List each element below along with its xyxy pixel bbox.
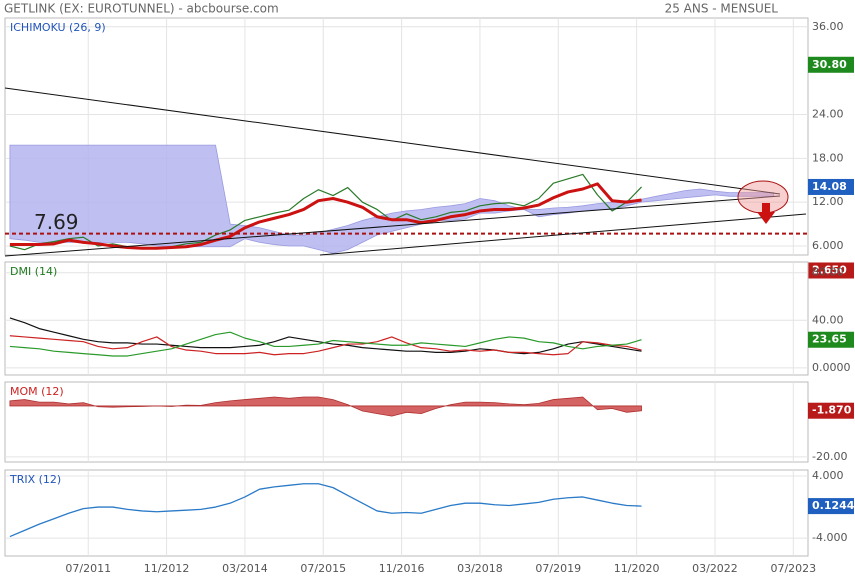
value-badge [808,498,854,515]
y-tick-label: 4.000 [812,469,844,482]
chart-subtitle: 25 ANS - MENSUEL [665,2,779,16]
y-tick-label: 36.00 [812,20,844,33]
y-tick-label: 12.00 [812,195,844,208]
x-tick-label: 11/2016 [379,562,425,575]
down-arrow [757,203,775,224]
chart-title: GETLINK (EX: EUROTUNNEL) - abcbourse.com [4,2,279,16]
series-line [9,483,642,538]
value-badge-label: 30.80 [812,58,847,71]
trend-line [319,213,807,256]
series-line [9,173,642,251]
value-badge-label: 23.65 [812,333,847,346]
x-tick-label: 03/2022 [692,562,738,575]
x-tick-label: 11/2020 [614,562,660,575]
y-tick-label: 40.00 [812,313,844,326]
y-tick-label: 18.00 [812,151,844,164]
value-badge-label: 0.1244 [812,499,855,512]
trend-line [4,195,781,257]
momentum-area [9,396,642,417]
y-tick-label: 80.00 [812,266,844,279]
series-line [9,331,642,357]
panel-title: ICHIMOKU (26, 9) [10,21,106,34]
x-tick-label: 07/2011 [65,562,111,575]
panel-title: TRIX (12) [9,473,61,486]
y-tick-label: -4.000 [812,531,847,544]
series-line [9,182,642,250]
panel-title: MOM (12) [10,385,64,398]
value-badge-label: 2.650 [812,263,847,276]
x-tick-label: 03/2014 [222,562,268,575]
y-tick-label: -20.00 [812,450,847,463]
panel-title: DMI (14) [10,265,57,278]
panel-frame [4,261,809,376]
trend-line [4,87,781,195]
value-badge [808,262,854,279]
value-badge [808,331,854,348]
y-tick-label: 24.00 [812,107,844,120]
series-line [9,335,642,356]
x-tick-label: 11/2012 [144,562,190,575]
value-badge-label: -1.870 [812,404,852,417]
value-badge-label: 14.08 [812,180,847,193]
value-badge [808,402,854,419]
value-badge [808,178,854,195]
x-tick-label: 03/2018 [457,562,503,575]
panel-frame [4,17,809,256]
x-tick-label: 07/2019 [535,562,581,575]
y-tick-label: 6.000 [812,239,844,252]
support-label: 7.69 [34,210,79,234]
x-tick-label: 07/2015 [300,562,346,575]
x-tick-label: 07/2023 [770,562,816,575]
value-badge [808,56,854,73]
drawings [4,87,807,257]
y-tick-label: 0.0000 [812,361,851,374]
panel-frame [4,381,809,463]
